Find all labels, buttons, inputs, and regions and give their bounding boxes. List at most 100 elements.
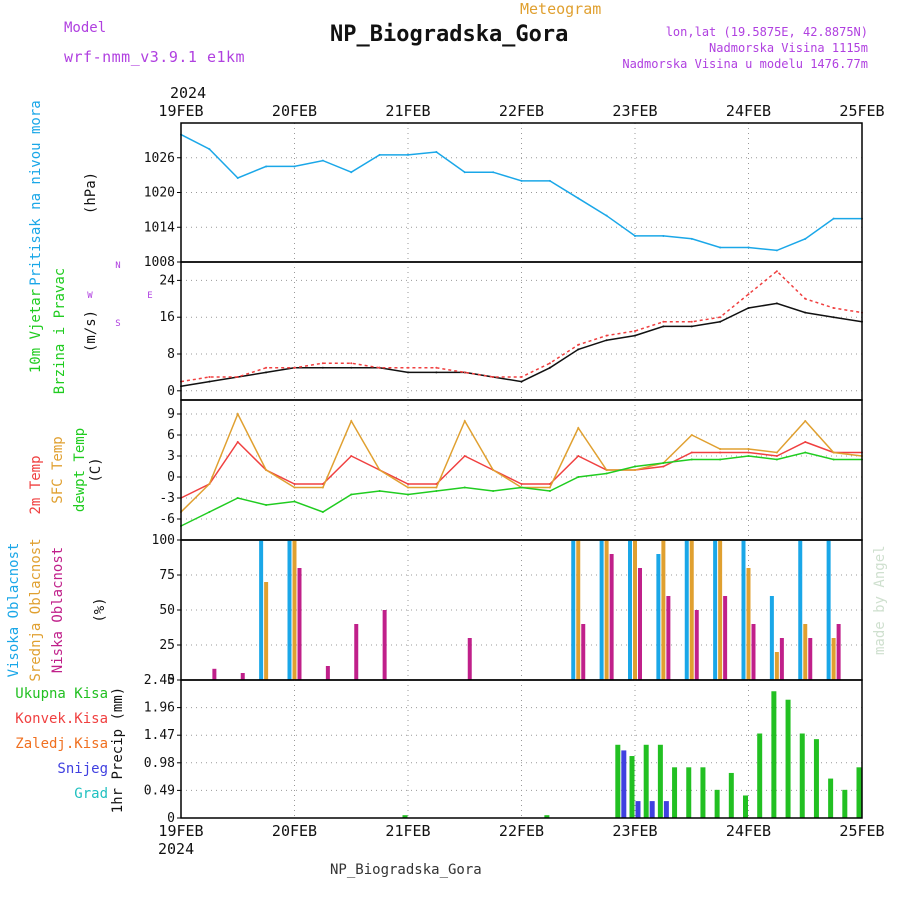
data-point bbox=[435, 150, 438, 153]
bar bbox=[571, 540, 576, 680]
bar bbox=[689, 540, 694, 680]
bar bbox=[785, 699, 791, 818]
year-bottom-label: 2024 bbox=[158, 840, 195, 858]
data-point bbox=[605, 472, 608, 475]
data-point bbox=[321, 159, 324, 162]
data-point bbox=[577, 343, 580, 346]
data-point bbox=[690, 237, 693, 240]
data-point bbox=[350, 455, 353, 457]
data-point bbox=[775, 451, 778, 454]
data-point bbox=[293, 500, 296, 503]
pressure-unit-label: (hPa) bbox=[83, 172, 99, 214]
data-point bbox=[463, 171, 466, 174]
top-tick-label: 23FEB bbox=[612, 102, 657, 120]
data-point bbox=[577, 348, 580, 351]
bar bbox=[713, 540, 718, 680]
data-point bbox=[577, 197, 580, 200]
cloud-low-axis-label: Niska Oblacnost bbox=[50, 547, 66, 673]
y-tick-label: 9 bbox=[167, 407, 175, 422]
y-tick-label: 1.96 bbox=[144, 701, 175, 716]
bar bbox=[649, 801, 655, 818]
y-tick-label: 1026 bbox=[144, 151, 175, 166]
y-tick-label: 0.98 bbox=[144, 756, 175, 771]
data-point bbox=[804, 451, 807, 454]
data-point bbox=[265, 504, 268, 506]
bar bbox=[831, 638, 836, 680]
bottom-tick-label: 22FEB bbox=[499, 822, 544, 840]
data-point bbox=[435, 490, 438, 492]
data-point bbox=[293, 165, 296, 168]
bar bbox=[599, 540, 604, 680]
data-point bbox=[719, 458, 722, 461]
cloud-high-axis-label: Visoka Oblacnost bbox=[6, 543, 22, 678]
compass-s: S bbox=[115, 319, 120, 329]
data-point bbox=[747, 451, 750, 454]
data-point bbox=[350, 420, 353, 422]
top-tick-label: 25FEB bbox=[839, 102, 884, 120]
bar bbox=[666, 596, 671, 680]
data-point bbox=[208, 148, 211, 151]
data-point bbox=[832, 307, 835, 309]
bar bbox=[836, 624, 841, 680]
bar bbox=[798, 540, 803, 680]
data-point bbox=[463, 371, 466, 374]
bar bbox=[628, 540, 632, 680]
bar bbox=[354, 624, 359, 680]
compass-n: N bbox=[115, 261, 120, 271]
data-point bbox=[832, 316, 835, 319]
data-point bbox=[662, 320, 665, 323]
bar bbox=[799, 733, 805, 818]
data-point bbox=[775, 458, 778, 461]
precip-axis-label: 1hr Precip (mm) bbox=[110, 687, 126, 813]
bar bbox=[741, 540, 746, 680]
bar bbox=[609, 554, 614, 680]
data-point bbox=[520, 486, 523, 489]
data-point bbox=[208, 511, 211, 513]
data-point bbox=[321, 362, 324, 365]
data-point bbox=[747, 448, 750, 450]
product-title: Meteogram bbox=[520, 0, 602, 18]
data-point bbox=[775, 270, 778, 273]
bar bbox=[259, 540, 264, 680]
model-name: wrf-nmm_v3.9.1 e1km bbox=[64, 48, 246, 66]
bar bbox=[771, 691, 777, 818]
data-point bbox=[265, 371, 268, 374]
wind-unit-label: (m/s) bbox=[83, 310, 99, 352]
y-tick-label: 0 bbox=[167, 384, 175, 399]
bar bbox=[576, 540, 581, 680]
bar bbox=[292, 540, 297, 680]
bottom-tick-label: 24FEB bbox=[726, 822, 771, 840]
data-point bbox=[804, 237, 807, 240]
wind-axis-label: 10m Vjetar bbox=[28, 289, 44, 373]
y-tick-label: 2.45 bbox=[144, 673, 175, 688]
data-point bbox=[832, 458, 835, 461]
bar bbox=[743, 795, 748, 818]
data-point bbox=[634, 234, 636, 237]
bar bbox=[604, 540, 609, 680]
data-point bbox=[690, 451, 693, 454]
top-tick-label: 20FEB bbox=[272, 102, 317, 120]
bar bbox=[757, 733, 763, 818]
data-point bbox=[378, 153, 381, 156]
bar bbox=[828, 778, 834, 818]
y-tick-label: 50 bbox=[159, 603, 175, 618]
data-point bbox=[747, 293, 750, 296]
data-point bbox=[548, 179, 551, 182]
data-point bbox=[463, 486, 466, 489]
data-point bbox=[435, 371, 438, 374]
bottom-tick-label: 25FEB bbox=[839, 822, 884, 840]
panel-wind bbox=[177, 261, 863, 401]
data-point bbox=[634, 334, 636, 337]
data-point bbox=[463, 420, 466, 422]
data-point bbox=[832, 451, 835, 454]
data-point bbox=[832, 217, 835, 220]
data-point bbox=[492, 171, 495, 174]
sfc-axis-label: SFC Temp bbox=[50, 436, 66, 503]
bar bbox=[779, 638, 784, 680]
compass-e: E bbox=[147, 291, 152, 301]
data-point bbox=[350, 362, 353, 365]
model-label: Model bbox=[64, 20, 107, 36]
data-point bbox=[747, 455, 750, 457]
bar bbox=[621, 750, 627, 818]
data-point bbox=[804, 441, 807, 443]
